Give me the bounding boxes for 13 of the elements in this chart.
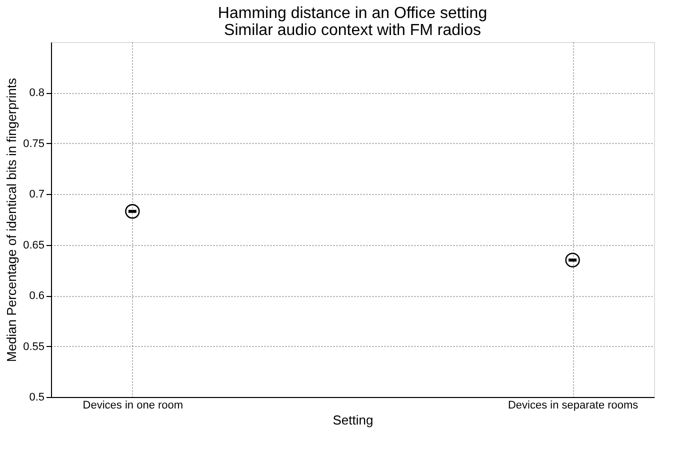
y-tick-label: 0.65 xyxy=(23,239,44,252)
chart-title: Hamming distance in an Office setting xyxy=(218,5,488,22)
y-tick-label: 0.6 xyxy=(29,290,44,302)
chart-subtitle: Similar audio context with FM radios xyxy=(224,22,481,39)
y-tick-label: 0.7 xyxy=(29,188,44,201)
x-tick-label: Devices in one room xyxy=(82,400,184,412)
y-tick-label: 0.5 xyxy=(29,392,44,404)
y-tick-label: 0.8 xyxy=(29,87,44,100)
x-axis-title: Setting xyxy=(332,412,374,428)
y-tick-label: 0.75 xyxy=(23,138,44,150)
y-axis-title: Median Percentage of identical bits in fingerprints xyxy=(4,78,20,362)
y-tick-label: 0.55 xyxy=(23,340,44,353)
x-tick-label: Devices in separate rooms xyxy=(508,400,639,412)
